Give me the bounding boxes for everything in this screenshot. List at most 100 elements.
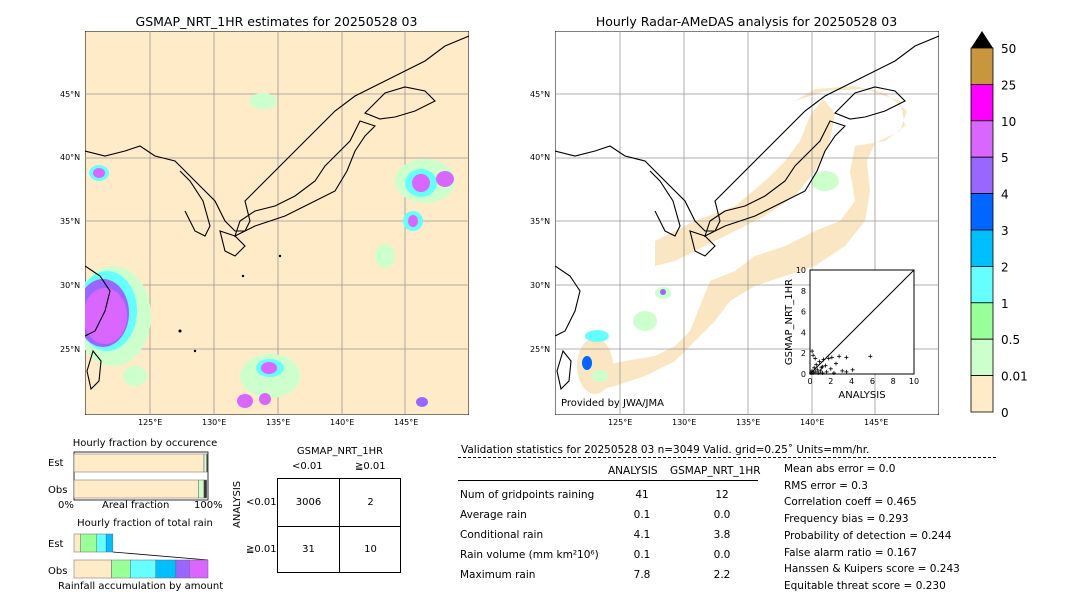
colorbar-label: 2 xyxy=(1001,260,1009,274)
scatter-point xyxy=(829,355,834,360)
validation-row-analysis: 7.8 xyxy=(633,569,651,581)
scatter-point xyxy=(815,367,820,372)
validation-col-analysis: ANALYSIS xyxy=(608,465,658,477)
right-lon-label-140: 140°E xyxy=(800,418,825,427)
occurence-obs-label: Obs xyxy=(48,485,67,496)
right-lat-label-30: 30°N xyxy=(530,281,551,290)
colorbar-box xyxy=(970,84,994,122)
right-lon-label-130: 130°E xyxy=(672,418,697,427)
occurence-xlabel-right: 100% xyxy=(194,500,223,511)
scatter-point xyxy=(831,370,836,375)
occurence-title: Hourly fraction by occurence xyxy=(72,438,218,449)
left-lon-label-140: 140°E xyxy=(330,418,355,427)
scatter-ytick: 6 xyxy=(801,308,806,317)
occurence-chart: Est Obs xyxy=(48,451,209,501)
contingency-cell-01: 2 xyxy=(367,497,374,508)
right-lat-label-35: 35°N xyxy=(530,217,551,226)
scatter-point xyxy=(816,370,821,375)
colorbar-label: 1 xyxy=(1001,297,1009,311)
contingency-cell-11: 10 xyxy=(364,544,377,555)
contingency-title: GSMAP_NRT_1HR xyxy=(296,446,384,457)
left-map-coastline xyxy=(85,35,469,391)
colorbar-label: 25 xyxy=(1001,78,1016,92)
scatter-point xyxy=(814,362,819,367)
total-rain-est-label: Est xyxy=(48,539,64,550)
scatter-point xyxy=(812,365,817,370)
validation-score: Correlation coeff = 0.465 xyxy=(784,496,917,509)
scatter-point xyxy=(837,354,842,359)
scatter-point xyxy=(828,366,833,371)
scatter-xtick: 2 xyxy=(828,377,833,386)
scatter-diagonal xyxy=(809,269,915,375)
validation-row-gsmap: 2.2 xyxy=(713,569,731,581)
radar-credit: Provided by JWA/JMA xyxy=(561,398,664,409)
right-lon-label-145: 145°E xyxy=(864,418,889,427)
contingency-cell-00: 3006 xyxy=(295,497,322,508)
validation-header: Validation statistics for 20250528 03 n=… xyxy=(461,444,870,456)
colorbar-box xyxy=(970,156,994,194)
left-lat-label-40: 40°N xyxy=(60,153,81,162)
contingency-col-label-ge: ≧0.01 xyxy=(355,461,386,472)
contingency-row-label-lt: <0.01 xyxy=(246,497,277,508)
scatter-point xyxy=(818,368,823,373)
right-lon-label-125: 125°E xyxy=(608,418,633,427)
colorbar-triangle xyxy=(971,31,993,48)
colorbar-box xyxy=(970,120,994,158)
validation-row-analysis: 4.1 xyxy=(633,529,651,541)
colorbar-box xyxy=(970,338,994,377)
validation-row-gsmap: 3.8 xyxy=(713,529,731,541)
colorbar-box xyxy=(970,302,994,340)
scatter-point xyxy=(823,363,828,368)
validation-score: False alarm ratio = 0.167 xyxy=(784,546,917,559)
colorbar-box xyxy=(970,229,994,267)
scatter-ytick: 10 xyxy=(796,266,806,275)
occurence-est-label: Est xyxy=(48,458,64,469)
total-rain-obs-segment xyxy=(130,559,156,579)
occurence-bar xyxy=(73,479,199,499)
colorbar-label: 3 xyxy=(1001,224,1009,238)
scatter-inset: 00 2 2 4 4 6 6 8 8 10 10 ANALYSIS GSMAP_NRT_1HR xyxy=(784,266,919,401)
occurence-bar xyxy=(206,453,209,473)
validation-row-gsmap: 0.0 xyxy=(713,549,731,561)
contingency-row-label-ge: ≧0.01 xyxy=(246,544,277,555)
scatter-point xyxy=(850,367,855,372)
colorbar-label: 0.5 xyxy=(1001,333,1020,347)
left-lon-label-125: 125°E xyxy=(138,418,163,427)
validation-divider xyxy=(458,457,996,458)
total-rain-obs-label: Obs xyxy=(48,566,67,577)
scatter-ytick: 4 xyxy=(801,328,806,337)
right-map-rain xyxy=(582,171,839,382)
scatter-point xyxy=(868,354,873,359)
colorbar-label: 10 xyxy=(1001,115,1016,129)
scatter-point xyxy=(811,370,816,375)
scatter-point xyxy=(826,356,831,361)
validation-score: Mean abs error = 0.0 xyxy=(784,463,896,475)
total-rain-xlabel: Rainfall accumulation by amount xyxy=(58,581,224,592)
total-rain-title: Hourly fraction of total rain xyxy=(77,518,213,529)
scatter-xtick: 8 xyxy=(891,377,896,386)
left-lon-label-135: 135°E xyxy=(266,418,291,427)
validation-row-label: Rain volume (mm km²10⁶) xyxy=(460,549,599,561)
colorbar-box xyxy=(970,265,994,304)
total-rain-connector xyxy=(112,551,209,561)
total-rain-obs-segment xyxy=(175,559,190,579)
scatter-point xyxy=(820,370,825,375)
validation-score: RMS error = 0.3 xyxy=(784,479,868,492)
scatter-point xyxy=(824,369,829,374)
occurence-bar xyxy=(73,453,205,473)
scatter-xtick: 10 xyxy=(909,377,919,386)
validation-row-analysis: 0.1 xyxy=(633,549,651,561)
right-lat-label-40: 40°N xyxy=(530,153,551,162)
scatter-point xyxy=(821,357,826,362)
left-lon-label-145: 145°E xyxy=(394,418,419,427)
scatter-xlabel: ANALYSIS xyxy=(838,390,885,401)
right-lat-label-25: 25°N xyxy=(530,345,551,354)
left-lat-label-35: 35°N xyxy=(60,217,81,226)
occurence-bar xyxy=(198,479,205,499)
validation-score: Hanssen & Kuipers score = 0.243 xyxy=(784,563,960,576)
left-lat-label-30: 30°N xyxy=(60,281,81,290)
contingency-col-label-lt: <0.01 xyxy=(292,461,323,472)
contingency-grid: 3006 2 31 10 xyxy=(277,478,401,573)
scatter-point xyxy=(834,361,838,366)
total-rain-obs-segment xyxy=(73,559,112,579)
